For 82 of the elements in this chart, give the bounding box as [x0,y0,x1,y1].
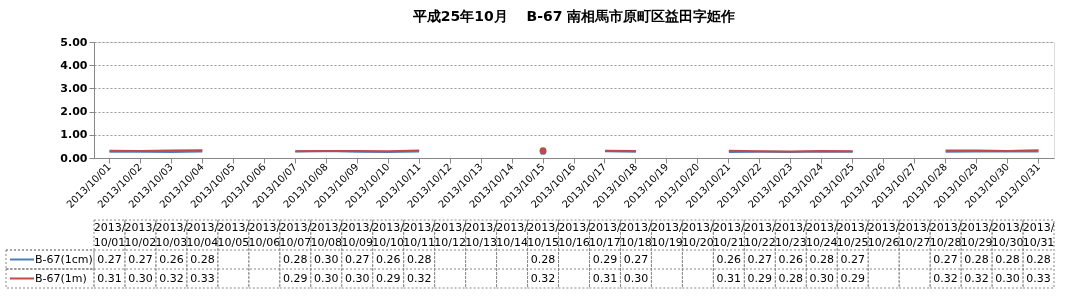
category-label: 2013/10/25 [836,221,869,249]
data-label: 0.31 [97,271,122,285]
data-label: 0.30 [314,271,339,285]
data-label: 0.27 [933,252,958,266]
data-label: 0.28 [1026,252,1051,266]
data-label: 0.32 [159,271,184,285]
category-label: 2013/10/05 [217,221,250,249]
data-label: 0.29 [283,271,308,285]
data-label: 0.27 [840,252,865,266]
data-label: 0.30 [995,271,1020,285]
category-label: 2013/10/03 [155,221,188,249]
y-tick-label: 5.00 [60,35,88,49]
category-label: 2013/10/01 [93,221,126,249]
category-label: 2013/10/08 [310,221,343,249]
data-label: 0.32 [964,271,989,285]
legend-label: B-67(1m) [35,271,87,285]
data-label: 0.31 [592,271,618,285]
y-tick-label: 4.00 [60,58,88,72]
data-label: 0.28 [190,252,215,266]
category-label: 2013/10/13 [465,221,497,249]
category-label: 2013/10/22 [743,221,776,249]
data-label: 0.33 [190,271,215,285]
y-tick-label: 0.00 [60,151,88,165]
category-label: 2013/10/21 [712,221,745,249]
data-label: 0.31 [716,271,742,285]
data-label: 0.28 [530,252,556,266]
data-label: 0.29 [592,252,618,266]
category-label: 2013/10/07 [279,221,312,249]
category-label: 2013/10/19 [651,221,683,249]
data-label: 0.30 [344,271,370,285]
category-label: 2013/10/14 [496,221,528,249]
category-label: 2013/10/26 [867,221,900,249]
data-label: 0.29 [747,271,773,285]
data-label: 0.32 [933,271,958,285]
legend-label: B-67(1cm) [35,252,93,266]
data-label: 0.28 [406,252,432,266]
data-label: 0.27 [97,252,122,266]
category-label: 2013/10/06 [248,221,281,249]
data-label: 0.28 [964,252,989,266]
data-label: 0.26 [778,252,804,266]
category-label: 2013/10/10 [372,221,405,249]
category-label: 2013/10/20 [682,221,714,249]
data-label: 0.30 [314,252,339,266]
category-label: 2013/10/11 [403,221,436,249]
y-tick-label: 1.00 [60,128,88,142]
y-tick-label: 3.00 [60,81,88,95]
data-label: 0.26 [159,252,184,266]
y-tick-label: 2.00 [60,105,88,119]
category-label: 2013/10/31 [1022,221,1055,249]
data-label: 0.28 [995,252,1020,266]
category-label: 2013/10/02 [124,221,157,249]
data-label: 0.27 [344,252,370,266]
category-label: 2013/10/12 [434,221,466,249]
data-label: 0.26 [375,252,401,266]
data-label: 0.26 [716,252,742,266]
data-label: 0.27 [747,252,773,266]
category-label: 2013/10/04 [186,221,219,249]
data-label: 0.27 [128,252,153,266]
data-label: 0.29 [840,271,865,285]
category-label: 2013/10/29 [960,221,993,249]
category-label: 2013/10/16 [558,221,590,249]
category-label: 2013/10/27 [898,221,931,249]
data-label: 0.33 [1026,271,1051,285]
category-label: 2013/10/24 [805,221,838,249]
category-label: 2013/10/17 [589,221,621,249]
data-label: 0.30 [623,271,649,285]
category-label: 2013/10/23 [774,221,807,249]
data-label: 0.29 [375,271,401,285]
data-label: 0.30 [128,271,153,285]
data-label: 0.28 [283,252,308,266]
category-label: 2013/10/18 [620,221,652,249]
data-label: 0.28 [778,271,804,285]
category-label: 2013/10/30 [991,221,1024,249]
data-label: 0.32 [530,271,556,285]
data-label: 0.28 [809,252,834,266]
category-label: 2013/10/15 [527,221,559,249]
data-label: 0.30 [809,271,834,285]
chart-title: 平成25年10月 B-67 南相馬市原町区益田字姫作 [411,8,736,24]
data-label: 0.32 [406,271,432,285]
category-label: 2013/10/09 [341,221,374,249]
data-label: 0.27 [623,252,649,266]
category-label: 2013/10/28 [929,221,962,249]
